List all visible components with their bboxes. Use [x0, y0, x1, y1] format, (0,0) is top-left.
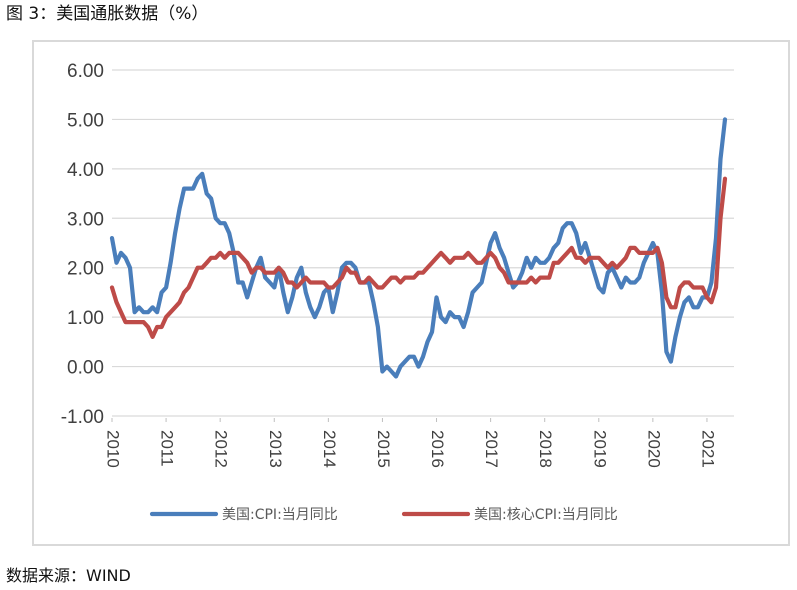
legend: 美国:CPI:当月同比 美国:核心CPI:当月同比 — [149, 507, 618, 523]
x-tick-label: 2016 — [428, 430, 447, 468]
x-tick-label: 2012 — [212, 430, 231, 468]
y-tick-label: 6.00 — [67, 61, 104, 82]
x-tick-label: 2021 — [698, 430, 717, 468]
inflation-line-chart: -1.000.001.002.003.004.005.006.00 2010 20… — [61, 61, 734, 523]
series-lines — [109, 117, 728, 379]
legend-label: 美国:CPI:当月同比 — [222, 507, 338, 523]
x-tick-label: 2015 — [374, 430, 393, 468]
gridlines — [112, 69, 734, 417]
y-tick-label: 5.00 — [67, 110, 104, 131]
x-tick-label: 2013 — [266, 430, 285, 468]
x-tick-label: 2019 — [590, 430, 609, 468]
legend-label: 美国:核心CPI:当月同比 — [474, 507, 618, 523]
cpi-series-line — [109, 117, 728, 379]
x-tick-label: 2011 — [158, 430, 177, 467]
y-tick-label: -1.00 — [61, 407, 104, 428]
x-tick-label: 2010 — [104, 430, 123, 468]
y-tick-label: 2.00 — [67, 259, 104, 280]
core-cpi-series-line — [109, 176, 728, 339]
y-tick-label: 3.00 — [67, 209, 104, 230]
y-tick-label: 4.00 — [67, 160, 104, 181]
x-axis-ticks: 2010 2011 2012 2013 2014 2015 2016 2017 2018 2019… — [104, 418, 717, 468]
y-tick-label: 0.00 — [67, 358, 104, 379]
chart-frame: -1.00 0.00 1.00 2.00 3.00 4.00 5.00 6.00 2010 20… — [32, 40, 790, 546]
figure-title: 图 3：美国通胀数据（%） — [6, 4, 209, 24]
data-source-note: 数据来源：WIND — [6, 566, 131, 585]
x-tick-label: 2017 — [482, 430, 501, 468]
x-tick-label: 2020 — [644, 430, 663, 468]
x-tick-label: 2018 — [536, 430, 555, 468]
x-tick-label: 2014 — [320, 430, 339, 468]
y-tick-label: 1.00 — [67, 308, 104, 329]
y-axis-ticks: -1.00 0.00 1.00 2.00 3.00 4.00 5.00 6.00 — [61, 61, 104, 428]
